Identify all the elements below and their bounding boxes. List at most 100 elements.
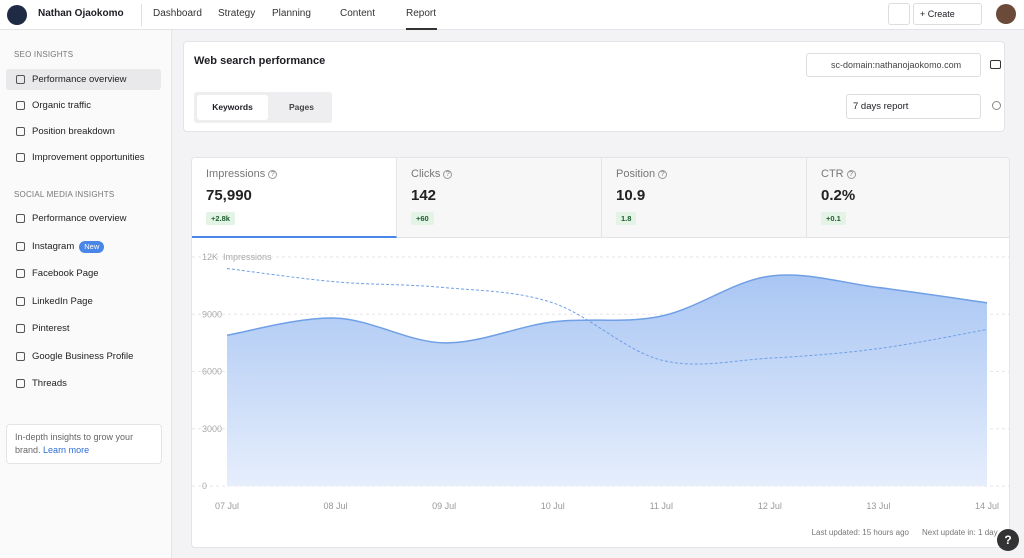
y-tick-label: 0	[202, 481, 207, 491]
metric-value: 142	[411, 187, 437, 204]
header-card: Web search performance sc-domain:nathano…	[183, 41, 1005, 132]
avatar[interactable]	[996, 4, 1016, 24]
nav-link-label: Threads	[32, 378, 67, 389]
metric-label-text: Impressions	[206, 168, 266, 180]
y-tick-label: 6000	[202, 367, 222, 377]
nav-link-label: Performance overview	[32, 213, 127, 224]
period-select[interactable]: 7 days report	[846, 94, 981, 119]
icon	[16, 324, 25, 333]
nav-link[interactable]: Facebook Page	[6, 263, 161, 284]
last-updated: Last updated: 15 hours ago	[812, 528, 910, 537]
metric-label: Clicks?	[411, 168, 453, 180]
nav-link-label: Google Business Profile	[32, 350, 134, 362]
top-nav: Nathan Ojaokomo + Create Dashboard Strate…	[0, 0, 1024, 30]
nav-link[interactable]: Organic traffic	[6, 95, 161, 116]
nav-link[interactable]: Threads	[6, 373, 161, 394]
y-tick-label: 12K	[202, 252, 218, 262]
nav-link[interactable]: LinkedIn Page	[6, 291, 161, 312]
badge: New	[79, 240, 105, 253]
metric-tile[interactable]: Impressions? 75,990 +2.8k	[192, 158, 397, 238]
chart: 0 3000 6000 9000 12K Impressions 07 Jul 08 Jul 0…	[192, 252, 1009, 537]
metric-change: +2.8k	[206, 212, 235, 225]
nav-link-label: Performance overview	[32, 74, 127, 85]
nav-link-label: Pinterest	[32, 323, 70, 334]
nav-link[interactable]: Performance overview	[6, 208, 161, 229]
icon	[16, 296, 25, 306]
promo-link[interactable]: Learn more	[43, 445, 90, 455]
print-icon[interactable]	[990, 60, 1001, 69]
next-update: Next update in: 1 day	[922, 528, 998, 537]
icon	[16, 351, 25, 361]
metric-tile[interactable]: Clicks? 142 +60	[397, 158, 602, 238]
logo[interactable]	[7, 5, 27, 25]
nav-item[interactable]: Strategy	[218, 8, 256, 19]
section-title: SEO INSIGHTS	[14, 50, 74, 59]
metric-tile[interactable]: Position? 10.9 1.8	[602, 158, 807, 238]
x-tick-label: 11 Jul	[650, 501, 673, 511]
user-name[interactable]: Nathan Ojaokomo	[38, 8, 124, 19]
refresh-icon[interactable]	[992, 101, 1001, 110]
nav-link[interactable]: Improvement opportunities	[6, 147, 161, 168]
nav-link-label: Facebook Page	[32, 268, 99, 279]
metric-value: 0.2%	[821, 187, 856, 204]
metric-label: Impressions?	[206, 168, 278, 180]
nav-item[interactable]: Content	[340, 8, 376, 19]
x-tick-label: 14 Jul	[975, 501, 999, 511]
metric-label-text: Position	[616, 168, 656, 180]
nav-link[interactable]: Performance overview	[6, 69, 161, 90]
promo-text: In-depth insights to grow your brand.	[15, 432, 134, 455]
icon	[16, 241, 25, 251]
x-tick-label: 09 Jul	[432, 501, 456, 511]
icon	[16, 75, 25, 84]
help-icon: ?	[846, 170, 856, 179]
nav-item[interactable]: Planning	[272, 8, 311, 19]
nav-link[interactable]: Position breakdown	[6, 121, 161, 142]
y-tick-label: 3000	[202, 424, 222, 434]
metric-change: 1.8	[616, 212, 637, 225]
create-label: Create	[927, 9, 955, 19]
metric-value: 75,990	[206, 187, 252, 204]
metric-value: 10.9	[616, 187, 646, 204]
nav-link[interactable]: Pinterest	[6, 318, 161, 339]
nav-link-label: LinkedIn Page	[32, 295, 93, 307]
nav-item[interactable]: Report	[406, 8, 437, 19]
help-button[interactable]: ?	[997, 529, 1019, 551]
icon	[16, 379, 25, 388]
section-title: SOCIAL MEDIA INSIGHTS	[14, 190, 115, 199]
sidebar: In-depth insights to grow your brand. Le…	[0, 30, 172, 558]
help-icon: ?	[268, 170, 278, 179]
icon	[16, 127, 25, 136]
area	[227, 274, 987, 486]
x-tick-label: 07 Jul	[215, 501, 239, 511]
nav-link[interactable]: Google Business Profile	[6, 346, 161, 367]
create-button[interactable]: + Create	[913, 3, 982, 25]
page-title: Web search performance	[194, 55, 326, 67]
nav-link[interactable]: Instagram New	[6, 236, 161, 257]
tab-group: Keywords Pages	[194, 92, 332, 123]
x-tick-label: 08 Jul	[324, 501, 348, 511]
icon	[16, 153, 25, 162]
nav-item[interactable]: Dashboard	[153, 8, 202, 19]
metric-change: +60	[411, 212, 434, 225]
promo-box: In-depth insights to grow your brand. Le…	[6, 424, 162, 464]
y-tick-label: 9000	[202, 309, 222, 319]
metric-label-text: Clicks	[411, 168, 441, 180]
metrics-card: 0 3000 6000 9000 12K Impressions 07 Jul 08 Jul 0…	[191, 157, 1010, 548]
x-tick-label: 10 Jul	[541, 501, 565, 511]
nav-link-label: Instagram	[32, 240, 75, 252]
tab[interactable]: Pages	[288, 102, 315, 112]
domain-select[interactable]: sc-domain:nathanojaokomo.com	[806, 53, 981, 77]
tab[interactable]: Keywords	[197, 95, 268, 120]
y-axis-label: Impressions	[223, 252, 272, 262]
line	[226, 267, 988, 365]
line	[226, 274, 988, 344]
x-tick-label: 12 Jul	[758, 501, 782, 511]
metric-change: +0.1	[821, 212, 846, 225]
x-tick-label: 13 Jul	[866, 501, 890, 511]
notifications[interactable]	[888, 3, 910, 25]
help-icon: ?	[443, 170, 453, 179]
metric-label: Position?	[616, 168, 668, 180]
metric-tile[interactable]: CTR? 0.2% +0.1	[807, 158, 1009, 238]
icon	[16, 101, 25, 110]
